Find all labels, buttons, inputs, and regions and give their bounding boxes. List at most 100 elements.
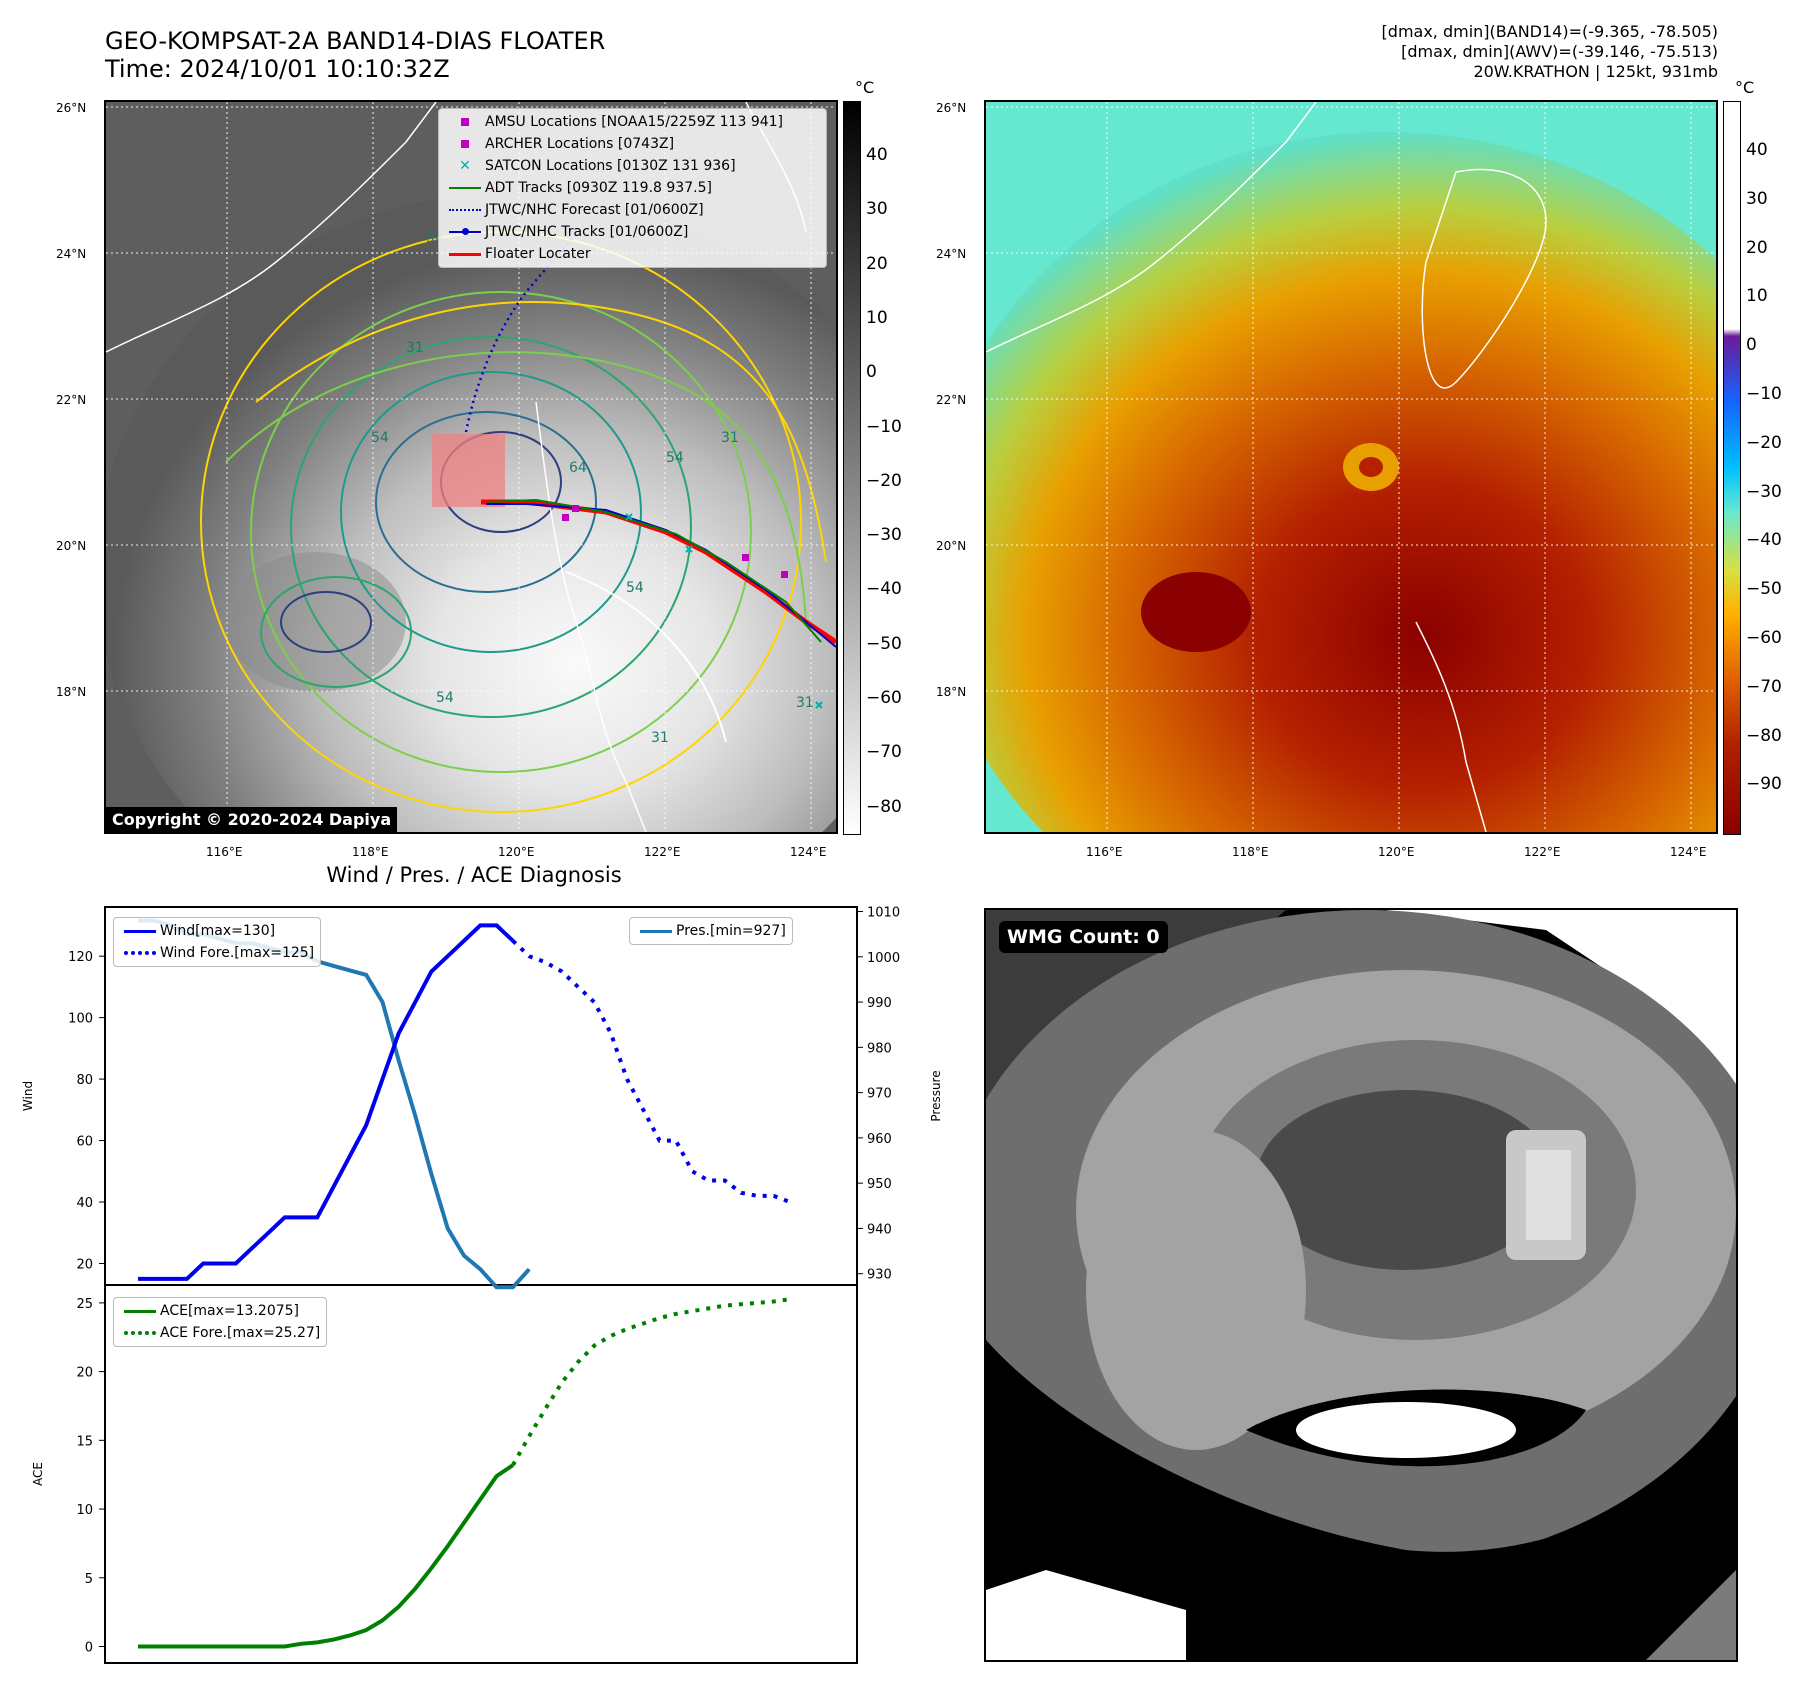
awv-colorbar-tick: −90	[1746, 774, 1782, 795]
lon-tick-label: 120°E	[1378, 845, 1415, 859]
ir-colorbar-tick: 40	[866, 145, 888, 165]
ace-tick-label: 15	[76, 1434, 93, 1449]
lat-tick-label: 24°N	[56, 247, 87, 261]
ace-series-0	[138, 1463, 515, 1649]
lat-tick-label: 26°N	[936, 101, 967, 115]
ir-colorbar-tick: 30	[866, 199, 888, 220]
lat-tick-label: 22°N	[56, 393, 87, 407]
contour-label: 31	[651, 730, 669, 746]
diagnosis-title: Wind / Pres. / ACE Diagnosis	[326, 863, 622, 887]
legend-item: AMSU Locations [NOAA15/2259Z 113 941]	[445, 111, 820, 133]
lon-tick-label: 116°E	[206, 845, 243, 859]
lon-tick-label: 120°E	[498, 845, 535, 859]
ir-colorbar-tick: 20	[866, 253, 888, 274]
lat-tick-label: 18°N	[56, 685, 87, 699]
legend-item: Pres.[min=927]	[636, 920, 786, 942]
ir-map-panel[interactable]: 54 64 54 31 54 31 31 54 31 42 54 AMSU Lo…	[104, 100, 838, 834]
legend-item: Wind[max=130]	[120, 920, 314, 942]
awv-map-panel[interactable]	[984, 100, 1718, 834]
ir-colorbar-tick: −80	[866, 796, 902, 817]
awv-map-image	[986, 102, 1716, 832]
info-band14-range: [dmax, dmin](BAND14)=(-9.365, -78.505)	[1381, 22, 1718, 41]
legend-item: JTWC/NHC Forecast [01/0600Z]	[445, 199, 820, 221]
ir-colorbar-unit: °C	[855, 78, 875, 97]
lat-tick-label: 22°N	[936, 393, 967, 407]
wmg-count-badge: WMG Count: 0	[999, 921, 1168, 953]
ir-colorbar-tick: −50	[866, 633, 902, 654]
ir-colorbar-tick: −30	[866, 525, 902, 546]
contour-label: 31	[406, 340, 424, 356]
lat-tick-label: 24°N	[936, 247, 967, 261]
pressure-series-0	[138, 918, 531, 1290]
wind-legend: Wind[max=130] Wind Fore.[max=125]	[113, 917, 322, 967]
awv-colorbar-tick: 30	[1746, 188, 1768, 209]
legend-item: ACE Fore.[max=25.27]	[120, 1322, 320, 1344]
pressure-tick-label: 930	[867, 1268, 892, 1283]
awv-colorbar-tick: −80	[1746, 725, 1782, 746]
pressure-legend: Pres.[min=927]	[629, 917, 793, 945]
ace-tick-label: 20	[76, 1366, 93, 1381]
pressure-tick-label: 990	[867, 996, 892, 1011]
wind-tick-label: 20	[76, 1257, 93, 1272]
ir-legend: AMSU Locations [NOAA15/2259Z 113 941] AR…	[438, 108, 827, 268]
diagnosis-chart: 20406080100120Wind9309409509609709809901…	[21, 906, 943, 1664]
wind-tick-label: 40	[76, 1196, 93, 1211]
pressure-tick-label: 1000	[867, 951, 900, 966]
awv-colorbar-tick: −30	[1746, 481, 1782, 502]
pressure-axis-label: Pressure	[929, 1070, 943, 1121]
lon-tick-label: 124°E	[790, 845, 827, 859]
ace-tick-label: 25	[76, 1297, 93, 1312]
pressure-tick-label: 1010	[867, 906, 900, 921]
ace-axis-label: ACE	[31, 1462, 45, 1486]
ace-legend: ACE[max=13.2075] ACE Fore.[max=25.27]	[113, 1297, 328, 1347]
pressure-tick-label: 940	[867, 1222, 892, 1237]
ir-colorbar-tick: 10	[866, 307, 888, 328]
awv-colorbar-tick: 0	[1746, 335, 1757, 356]
ir-colorbar-tick: 0	[866, 362, 877, 383]
wind-tick-label: 60	[76, 1135, 93, 1150]
lon-tick-label: 118°E	[1232, 845, 1269, 859]
pressure-tick-label: 970	[867, 1087, 892, 1102]
forecast-track	[464, 221, 587, 433]
legend-item: ARCHER Locations [0743Z]	[445, 133, 820, 155]
awv-colorbar-tick: 40	[1746, 140, 1768, 160]
ir-colorbar-tick: −40	[866, 579, 902, 600]
awv-colorbar	[1723, 101, 1741, 835]
legend-item: ADT Tracks [0930Z 119.8 937.5]	[445, 177, 820, 199]
wind-tick-label: 120	[68, 950, 93, 965]
wind-series-0	[138, 923, 515, 1281]
wind-tick-label: 100	[68, 1012, 93, 1027]
lat-tick-label: 20°N	[56, 539, 87, 553]
wind-series-1	[511, 939, 791, 1204]
pressure-tick-label: 980	[867, 1041, 892, 1056]
legend-item: JTWC/NHC Tracks [01/0600Z]	[445, 221, 820, 243]
contour-label: 31	[721, 430, 739, 446]
copyright-label: Copyright © 2020-2024 Dapiya	[106, 807, 398, 832]
ir-colorbar-tick: −10	[866, 416, 902, 437]
pressure-tick-label: 950	[867, 1177, 892, 1192]
contour-label: 54	[666, 450, 684, 466]
legend-item: ACE[max=13.2075]	[120, 1300, 320, 1322]
awv-colorbar-tick: −60	[1746, 628, 1782, 648]
legend-item: Wind Fore.[max=125]	[120, 942, 314, 964]
ir-colorbar	[843, 101, 861, 835]
lat-tick-label: 20°N	[936, 539, 967, 553]
ace-axes-frame	[104, 1284, 858, 1664]
contour-label: 31	[796, 695, 814, 711]
contour-label: 54	[436, 690, 454, 706]
lat-tick-label: 18°N	[936, 685, 967, 699]
lon-tick-label: 122°E	[644, 845, 681, 859]
wind-axis-label: Wind	[21, 1081, 35, 1111]
contour-label: 64	[569, 460, 587, 476]
legend-item: Floater Locater	[445, 243, 820, 265]
awv-colorbar-unit: °C	[1735, 78, 1755, 97]
awv-colorbar-tick: −20	[1746, 432, 1782, 453]
chart-time: Time: 2024/10/01 10:10:32Z	[105, 55, 450, 83]
awv-colorbar-tick: −40	[1746, 530, 1782, 551]
chart-title: GEO-KOMPSAT-2A BAND14-DIAS FLOATER	[105, 27, 606, 55]
info-awv-range: [dmax, dmin](AWV)=(-39.146, -75.513)	[1401, 42, 1718, 61]
legend-item: ✕ SATCON Locations [0130Z 131 936]	[459, 158, 736, 174]
ir-colorbar-tick: −60	[866, 688, 902, 708]
wind-tick-label: 80	[76, 1073, 93, 1088]
wmg-panel[interactable]: WMG Count: 0	[984, 908, 1738, 1662]
